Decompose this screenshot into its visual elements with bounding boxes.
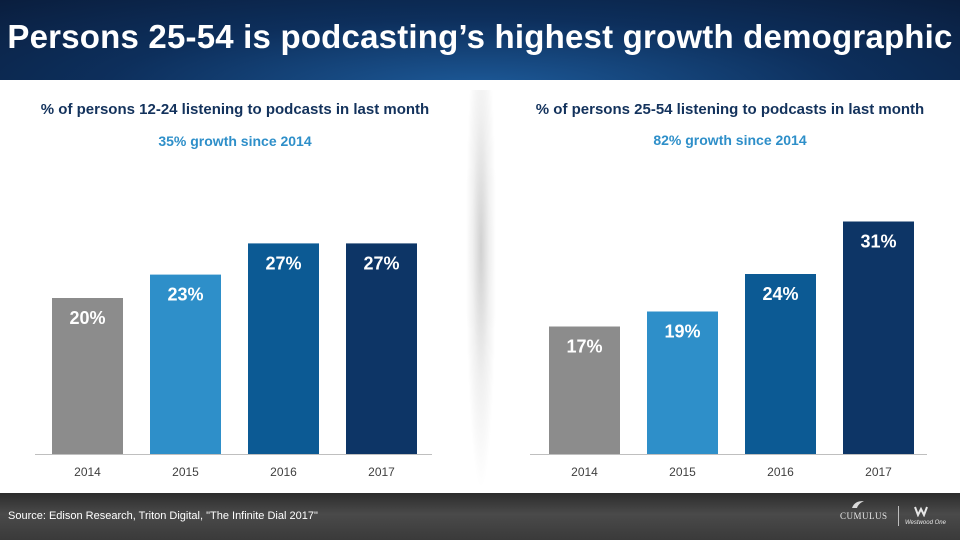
page-title: Persons 25-54 is podcasting’s highest gr… [7, 18, 953, 55]
cumulus-logo: CUMULUS [840, 511, 888, 521]
chart-1-value-label-2014: 20% [69, 308, 105, 328]
chart-2-value-label-2016: 24% [762, 284, 798, 304]
chart-1-tick-label-2017: 2017 [368, 465, 395, 479]
chart-2-bar-2016 [745, 274, 816, 454]
chart-1-bar-2017 [346, 243, 417, 454]
source-note: Source: Edison Research, Triton Digital,… [8, 510, 318, 522]
chart-2-tick-label-2016: 2016 [767, 465, 794, 479]
chart-1-value-label-2016: 27% [265, 253, 301, 273]
cumulus-mark-icon [852, 501, 864, 508]
chart-1-tick-label-2015: 2015 [172, 465, 199, 479]
chart-2-heading: % of persons 25-54 listening to podcasts… [535, 101, 925, 118]
chart-1-subheading: 35% growth since 2014 [158, 133, 312, 149]
chart-2-tick-label-2015: 2015 [669, 465, 696, 479]
chart-2-tick-label-2017: 2017 [865, 465, 892, 479]
title-banner: Persons 25-54 is podcasting’s highest gr… [0, 0, 960, 80]
westwood-one-logo: Westwood One [905, 520, 946, 526]
chart-2-bar-2017 [843, 221, 914, 454]
westwood-one-mark-icon [914, 506, 928, 517]
logo-divider [898, 506, 899, 526]
chart-1-value-label-2017: 27% [363, 253, 399, 273]
chart-1-bar-2016 [248, 243, 319, 454]
chart-1-tick-label-2016: 2016 [270, 465, 297, 479]
chart-1-bar-2014 [52, 298, 123, 454]
chart-2-tick-label-2014: 2014 [571, 465, 598, 479]
chart-1-bar-2015 [150, 274, 221, 454]
chart-2-bar-2015 [647, 311, 718, 454]
panel-divider [466, 90, 496, 485]
footer-bar: Source: Edison Research, Triton Digital,… [0, 493, 960, 540]
chart-2-value-label-2017: 31% [860, 232, 896, 252]
chart-1-heading: % of persons 12-24 listening to podcasts… [40, 101, 430, 118]
chart-2-subheading: 82% growth since 2014 [653, 132, 807, 148]
chart-2-bar-2014 [549, 326, 620, 454]
chart-2-value-label-2015: 19% [664, 322, 700, 342]
chart-1-value-label-2015: 23% [167, 285, 203, 305]
chart-2-value-label-2014: 17% [566, 337, 602, 357]
chart-1-tick-label-2014: 2014 [74, 465, 101, 479]
